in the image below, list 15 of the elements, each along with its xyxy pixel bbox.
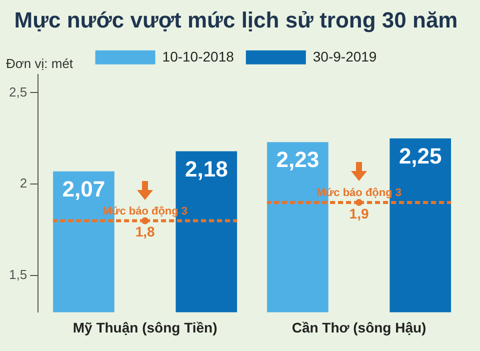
y-tick-label: 2,5 <box>8 84 28 100</box>
y-axis-title: Đơn vị: mét <box>6 56 74 72</box>
data-label: 2,07 <box>62 176 106 202</box>
legend-label: 10-10-2018 <box>162 48 234 64</box>
data-label: 1,9 <box>349 205 369 222</box>
data-label: 2,23 <box>276 147 320 172</box>
data-label: 2,18 <box>184 156 228 182</box>
y-tick-label: 2 <box>20 176 28 191</box>
x-tick-label: Cần Thơ (sông Hậu) <box>292 319 426 336</box>
legend-label: 30-9-2019 <box>312 48 377 64</box>
y-tick-label: 1,5 <box>8 267 28 282</box>
x-tick-label: Mỹ Thuận (sông Tiền) <box>72 319 218 336</box>
data-label: 2,25 <box>398 143 442 168</box>
chart-title: Mực nước vượt mức lịch sử trong 30 năm <box>14 7 458 32</box>
data-label: 1,8 <box>135 224 155 240</box>
